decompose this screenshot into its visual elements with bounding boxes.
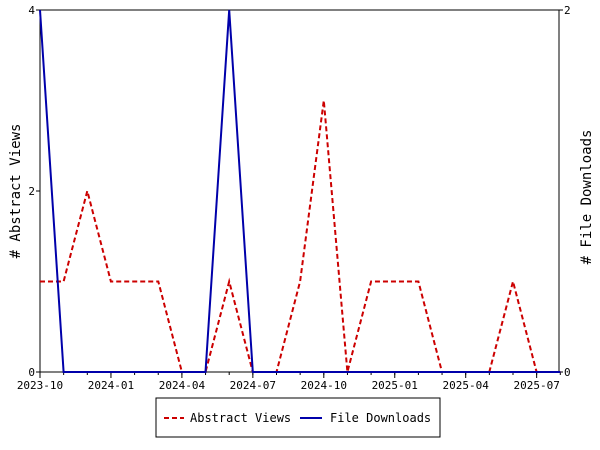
plot-area (39, 9, 560, 373)
y-axis-right-title: # File Downloads (579, 130, 595, 265)
series-layer (39, 9, 561, 373)
y-left-tick-label: 0 (28, 366, 35, 379)
x-tick-label: 2024-10 (301, 379, 347, 392)
y-right-tick-label: 0 (564, 366, 571, 379)
x-tick-label: 2025-01 (372, 379, 418, 392)
legend-label-file-downloads: File Downloads (330, 411, 431, 425)
legend-label-abstract-views: Abstract Views (190, 411, 291, 425)
x-tick-label: 2024-04 (159, 379, 206, 392)
y-right-tick-label: 2 (564, 4, 571, 17)
y-left-tick-label: 4 (28, 4, 35, 17)
y-axis-left-title: # Abstract Views (8, 124, 24, 259)
x-tick-label: 2025-07 (513, 379, 559, 392)
x-tick-label: 2024-07 (230, 379, 276, 392)
x-tick-label: 2023-10 (17, 379, 63, 392)
legend-box (155, 397, 441, 438)
series-line-file-downloads (39, 9, 561, 373)
x-tick-label: 2025-04 (443, 379, 490, 392)
y-left-tick-label: 2 (28, 185, 35, 198)
x-tick-label: 2024-01 (88, 379, 134, 392)
legend: Abstract Views File Downloads (155, 397, 441, 438)
